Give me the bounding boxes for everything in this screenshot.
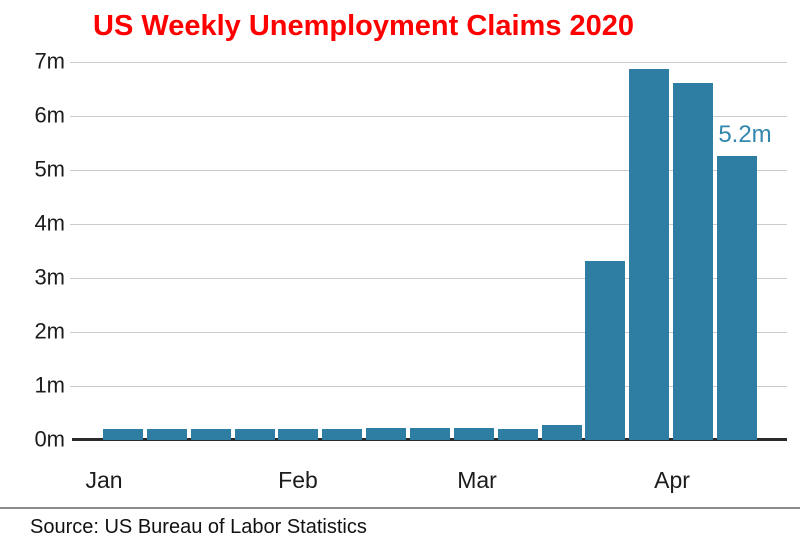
- bar: [410, 428, 450, 440]
- x-axis-tick-label: Jan: [85, 467, 123, 493]
- y-axis-tick-label: 3m: [34, 264, 65, 290]
- gridline: [70, 332, 787, 333]
- y-axis-tick-label: 7m: [34, 48, 65, 74]
- source-divider: [0, 507, 800, 509]
- bar: [542, 425, 582, 440]
- bar: [191, 429, 231, 440]
- y-axis-tick-label: 2m: [34, 318, 65, 344]
- bar: [103, 429, 143, 440]
- y-axis-tick-label: 4m: [34, 210, 65, 236]
- bar: [673, 83, 713, 440]
- y-axis-tick-label: 1m: [34, 372, 65, 398]
- bar: [366, 428, 406, 440]
- source-caption: Source: US Bureau of Labor Statistics: [30, 516, 367, 538]
- bar: [235, 429, 275, 440]
- gridline: [70, 116, 787, 117]
- y-axis-tick-label: 0m: [34, 426, 65, 452]
- bar: [585, 261, 625, 440]
- gridline: [70, 170, 787, 171]
- bar: [278, 429, 318, 440]
- bar: [147, 429, 187, 440]
- gridline: [70, 62, 787, 63]
- bar-value-annotation: 5.2m: [718, 121, 772, 148]
- bar: [629, 69, 669, 440]
- bar: [717, 156, 757, 440]
- bar: [322, 429, 362, 440]
- chart-title: US Weekly Unemployment Claims 2020: [93, 10, 635, 42]
- gridline: [70, 278, 787, 279]
- x-axis-tick-label: Mar: [457, 467, 497, 493]
- bar: [498, 429, 538, 440]
- x-axis-tick-label: Apr: [654, 467, 690, 493]
- x-axis-tick-label: Feb: [278, 467, 318, 493]
- y-axis-tick-label: 6m: [34, 102, 65, 128]
- gridline: [70, 386, 787, 387]
- bar: [454, 428, 494, 440]
- y-axis-tick-label: 5m: [34, 156, 65, 182]
- gridline: [70, 224, 787, 225]
